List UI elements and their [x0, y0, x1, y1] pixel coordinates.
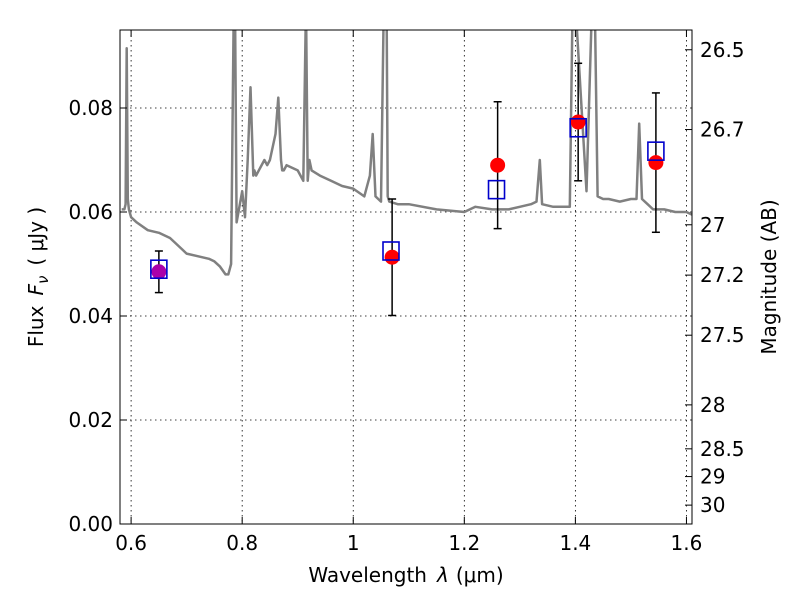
x-tick-label: 1.2	[448, 531, 480, 555]
synthetic-point	[569, 117, 587, 138]
y2-tick-label: 29	[700, 465, 725, 489]
synthetic-point	[647, 141, 665, 161]
model-spectrum-line	[121, 30, 692, 276]
y2-tick-label: 26.7	[700, 118, 745, 142]
y2-tick-label: 27.5	[700, 323, 745, 347]
plot-area	[121, 30, 692, 317]
y-axis-ticks: 0.00 0.02 0.04 0.06 0.08	[68, 96, 127, 536]
y2-tick-label: 27.2	[700, 263, 745, 287]
y2-axis-label: Magnitude (AB)	[757, 199, 781, 354]
synthetic-point	[150, 259, 168, 280]
observed-points	[151, 114, 664, 280]
plot-frame	[119, 29, 693, 525]
observed-point	[490, 157, 506, 173]
y2-axis-ticks: 26.5 26.7 27 27.2 27.5 28 28.5 29 30	[685, 38, 745, 517]
observed-point	[384, 249, 400, 265]
y2-tick-label: 27	[700, 213, 725, 237]
observed-point	[648, 155, 664, 171]
y2-tick-label: 26.5	[700, 38, 745, 62]
synthetic-point	[382, 241, 400, 261]
x-axis-label: Wavelength λ (μm)	[308, 563, 503, 587]
x-tick-label: 0.6	[115, 531, 147, 555]
y-tick-label: 0.06	[68, 200, 113, 224]
x-axis-ticks: 0.6 0.8 1 1.2 1.4 1.6	[115, 30, 702, 555]
y-tick-label: 0.00	[68, 512, 113, 536]
y2-tick-label: 30	[700, 493, 725, 517]
synthetic-points	[150, 117, 665, 280]
y-tick-label: 0.04	[68, 304, 113, 328]
y2-tick-label: 28	[700, 393, 725, 417]
observed-point	[151, 264, 167, 280]
y-axis-label: FluxFν( μJy )	[24, 207, 52, 347]
x-tick-label: 0.8	[226, 531, 258, 555]
synthetic-point	[487, 179, 506, 200]
x-tick-label: 1.4	[559, 531, 591, 555]
observed-point	[570, 114, 586, 130]
x-tick-label: 1	[347, 531, 360, 555]
y-tick-label: 0.02	[68, 408, 113, 432]
x-tick-label: 1.6	[671, 531, 703, 555]
y2-tick-label: 28.5	[700, 437, 745, 461]
y-tick-label: 0.08	[68, 96, 113, 120]
